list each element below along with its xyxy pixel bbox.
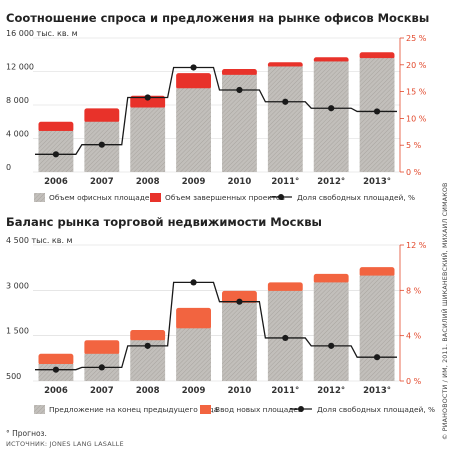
chart2-title: Баланс рынка торговой недвижимости Москв… bbox=[6, 215, 322, 229]
source: ИСТОЧНИК: JONES LANG LASALLE bbox=[6, 440, 124, 448]
bar-added-2009 bbox=[176, 73, 211, 90]
x-tick-label: 2013° bbox=[363, 386, 391, 396]
vacancy-point-2009 bbox=[190, 279, 197, 286]
legend-line-dot bbox=[298, 406, 304, 412]
y-tick-label: 12 000 bbox=[6, 63, 34, 72]
vacancy-point-2008 bbox=[144, 94, 151, 101]
bar-added-2012° bbox=[313, 273, 349, 284]
legend-line-dot bbox=[278, 194, 284, 200]
vacancy-point-2007 bbox=[98, 364, 105, 371]
bar-base-2012° bbox=[313, 61, 349, 173]
x-tick-label: 2011° bbox=[271, 177, 299, 187]
bar-added-2007 bbox=[84, 108, 120, 123]
x-tick-label: 2009 bbox=[182, 177, 206, 187]
x-tick-label: 2010 bbox=[228, 177, 252, 187]
vacancy-point-2008 bbox=[144, 342, 151, 349]
x-tick-label: 2010 bbox=[228, 386, 252, 396]
vacancy-point-2011° bbox=[282, 98, 289, 105]
y2-tick-label: 15 % bbox=[406, 88, 427, 97]
bar-added-2012° bbox=[313, 57, 349, 63]
bar-added-2011° bbox=[267, 62, 303, 68]
legend-label-base: Предложение на конец предыдущего года bbox=[49, 405, 218, 414]
x-tick-label: 2009 bbox=[182, 386, 206, 396]
vacancy-point-2011° bbox=[282, 334, 289, 342]
bar-base-2013° bbox=[359, 275, 395, 381]
legend-label-base: Объем офисных площадей bbox=[49, 193, 154, 202]
bar-base-2009 bbox=[176, 328, 211, 381]
vacancy-point-2012° bbox=[328, 105, 335, 112]
y2-tick-label: 0 % bbox=[406, 377, 422, 386]
bar-added-2009 bbox=[176, 307, 211, 330]
vacancy-point-2013° bbox=[373, 108, 381, 115]
bar-base-2010 bbox=[222, 302, 257, 381]
bar-added-2006 bbox=[38, 121, 74, 132]
y2-tick-label: 8 % bbox=[406, 286, 422, 295]
credit: © РИАНОВОСТИ / ИМ, 2011. ВАСИЛИЙ ШИКАНЕВ… bbox=[440, 182, 449, 440]
bar-added-2008 bbox=[130, 95, 166, 109]
x-tick-label: 2012° bbox=[317, 177, 345, 187]
bar-added-2013° bbox=[359, 52, 395, 60]
bar-base-2013° bbox=[359, 58, 395, 172]
x-tick-label: 2013° bbox=[363, 177, 391, 187]
x-tick-label: 2006 bbox=[44, 177, 68, 187]
bar-added-2010 bbox=[222, 68, 257, 76]
footnote: ° Прогноз. bbox=[6, 429, 47, 438]
y-tick-label: 16 000 тыс. кв. м bbox=[6, 29, 78, 38]
y2-tick-label: 4 % bbox=[406, 332, 422, 341]
bar-added-2008 bbox=[130, 330, 166, 342]
y2-tick-label: 25 % bbox=[406, 34, 427, 43]
x-tick-label: 2006 bbox=[44, 386, 68, 396]
vacancy-point-2012° bbox=[328, 342, 335, 349]
vacancy-point-2013° bbox=[373, 354, 381, 361]
x-tick-label: 2008 bbox=[136, 177, 160, 187]
bar-added-2013° bbox=[359, 267, 395, 277]
legend-swatch-added bbox=[200, 405, 211, 414]
legend-label-line: Доля свободных площадей, % bbox=[317, 405, 435, 414]
legend-label-line: Доля свободных площадей, % bbox=[297, 193, 415, 202]
vacancy-point-2006 bbox=[52, 366, 60, 373]
bar-base-2012° bbox=[313, 282, 349, 381]
bar-base-2011° bbox=[267, 66, 303, 172]
x-tick-label: 2011° bbox=[271, 386, 299, 396]
y-tick-label: 4 000 bbox=[6, 130, 29, 139]
legend-swatch-base bbox=[34, 193, 45, 202]
vacancy-point-2006 bbox=[52, 151, 60, 158]
bar-added-2010 bbox=[222, 290, 257, 304]
x-tick-label: 2007 bbox=[90, 386, 114, 396]
x-tick-label: 2012° bbox=[317, 386, 345, 396]
vacancy-point-2007 bbox=[98, 141, 105, 148]
y-tick-label: 1 500 bbox=[6, 327, 29, 336]
y2-tick-label: 20 % bbox=[406, 61, 427, 70]
x-tick-label: 2008 bbox=[136, 386, 160, 396]
bar-added-2007 bbox=[84, 340, 120, 355]
y-tick-label: 500 bbox=[6, 372, 21, 381]
y-tick-label: 4 500 тыс. кв. м bbox=[6, 236, 73, 245]
y-tick-label: 8 000 bbox=[6, 96, 29, 105]
bar-added-2006 bbox=[38, 353, 74, 365]
x-tick-label: 2007 bbox=[90, 177, 114, 187]
bar-base-2009 bbox=[176, 88, 211, 172]
legend-label-added: Объем завершенных проектов bbox=[165, 193, 285, 202]
vacancy-point-2009 bbox=[190, 64, 197, 71]
chart1-title: Соотношение спроса и предложения на рынк… bbox=[6, 11, 429, 25]
legend-swatch-added bbox=[150, 193, 161, 202]
bar-added-2011° bbox=[267, 282, 303, 292]
y-tick-label: 3 000 bbox=[6, 281, 29, 290]
vacancy-point-2010 bbox=[236, 298, 243, 305]
y2-tick-label: 10 % bbox=[406, 114, 427, 123]
vacancy-point-2010 bbox=[236, 86, 243, 94]
legend-label-added: Ввод новых площадей bbox=[215, 405, 303, 414]
y2-tick-label: 5 % bbox=[406, 141, 422, 150]
bar-base-2008 bbox=[130, 107, 166, 172]
y2-tick-label: 0 % bbox=[406, 168, 422, 177]
legend-swatch-base bbox=[34, 405, 45, 414]
y2-tick-label: 12 % bbox=[406, 241, 427, 250]
y-tick-label: 0 bbox=[6, 163, 11, 172]
